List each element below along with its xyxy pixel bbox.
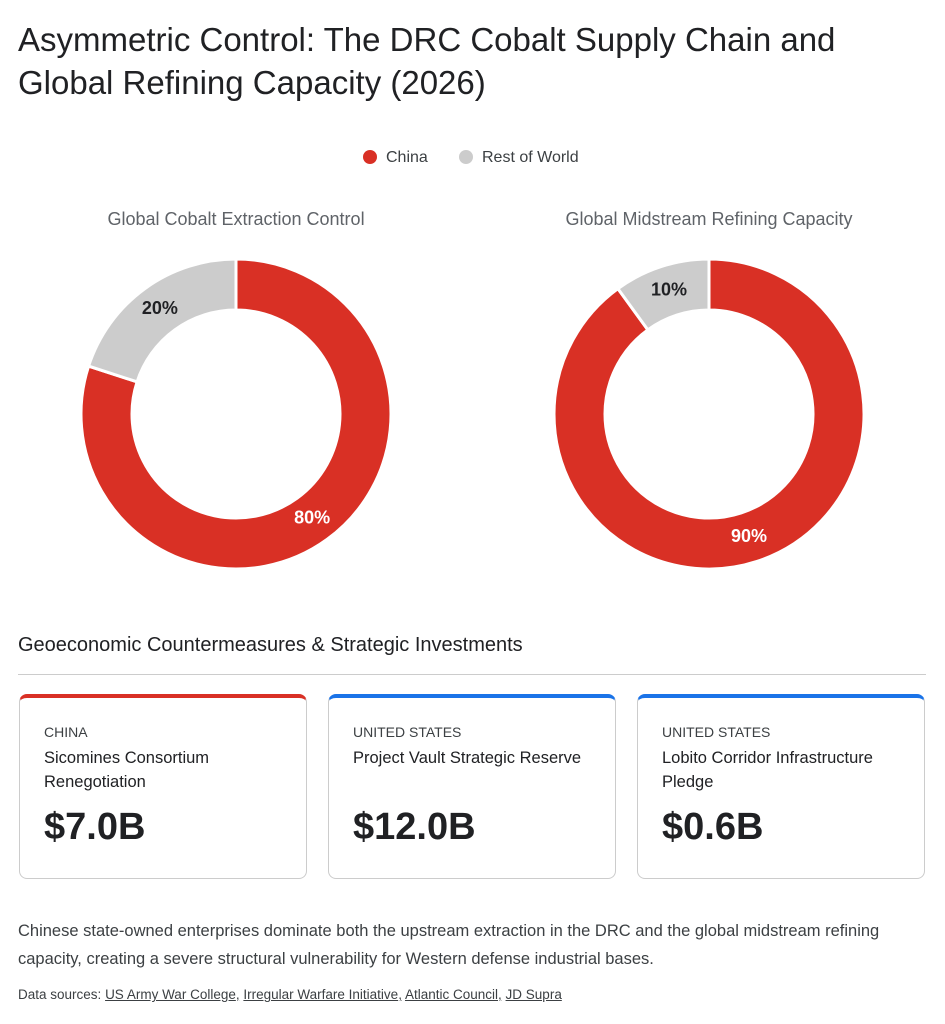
legend-label: Rest of World — [482, 149, 579, 166]
card-name: Sicomines Consortium Renegotiation — [44, 749, 210, 791]
investment-card: UNITED STATES Lobito Corridor Infrastruct… — [637, 694, 925, 879]
investment-card: CHINA Sicomines Consortium Renegotiation $… — [19, 694, 307, 879]
card-name: Project Vault Strategic Reserve — [353, 749, 582, 767]
slice — [86, 257, 238, 384]
note: Chinese state-owned enterprises dominate… — [18, 922, 880, 968]
card-amount: $7.0B — [44, 806, 146, 848]
charts: China Rest of World Global Cobalt Extracti… — [79, 149, 866, 571]
value-label: 80% — [294, 508, 330, 528]
investment-card: UNITED STATES Project Vault Strategic Res… — [328, 694, 616, 879]
legend-swatch — [363, 150, 377, 164]
chart-title: Global Midstream Refining Capacity — [565, 209, 852, 229]
legend-swatch — [459, 150, 473, 164]
source-link[interactable]: JD Supra — [505, 987, 562, 1002]
slice — [552, 257, 866, 571]
source-link[interactable]: Irregular Warfare Initiative — [243, 987, 402, 1002]
card-country: CHINA — [44, 724, 88, 740]
value-label: 20% — [142, 298, 178, 318]
sources: Data sources: US Army War College Irregu… — [18, 987, 562, 1002]
section-title: Geoeconomic Countermeasures & Strategic … — [18, 634, 523, 656]
legend-label: China — [386, 149, 428, 166]
card-name: Lobito Corridor Infrastructure Pledge — [662, 749, 873, 791]
card-amount: $0.6B — [662, 806, 764, 848]
card-country: UNITED STATES — [353, 724, 462, 740]
card-amount: $12.0B — [353, 806, 476, 848]
value-label: 90% — [731, 526, 767, 546]
card-country: UNITED STATES — [662, 724, 771, 740]
cards: CHINA Sicomines Consortium Renegotiation $… — [19, 694, 925, 879]
chart-title: Global Cobalt Extraction Control — [107, 209, 364, 229]
slice — [615, 257, 711, 332]
sources-label: Data sources: — [18, 987, 102, 1002]
divider — [18, 674, 926, 675]
value-label: 10% — [651, 280, 687, 300]
source-link[interactable]: US Army War College — [105, 987, 240, 1002]
source-link[interactable]: Atlantic Council — [405, 987, 502, 1002]
page-title: Asymmetric Control: The DRC Cobalt Suppl… — [18, 21, 836, 101]
slice — [79, 257, 393, 571]
